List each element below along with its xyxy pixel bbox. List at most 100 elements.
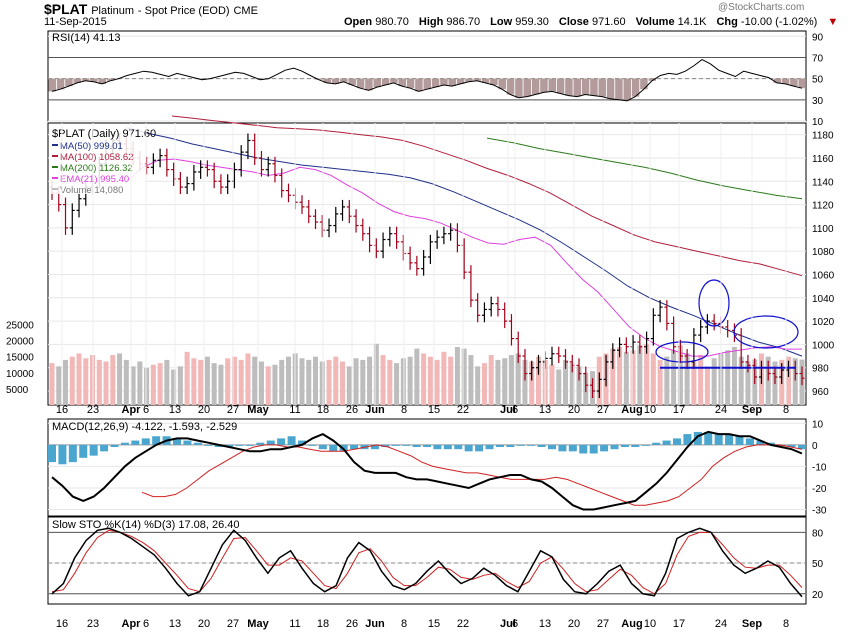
volume-bar (704, 366, 710, 405)
macd-histogram-bar (391, 444, 400, 446)
rsi-oversold-fill (615, 78, 623, 100)
macd-title: MACD(12,26,9) -4.122, -1.593, -2.529 (52, 421, 237, 433)
volume-bar (326, 359, 332, 405)
volume-bar (177, 366, 183, 405)
volume-bar (610, 348, 616, 405)
x-tick-label: 10 (644, 618, 656, 630)
x-tick-label: 27 (597, 618, 609, 630)
volume-bar (373, 343, 379, 405)
volume-bar (461, 348, 467, 405)
price-tick-label: 1120 (812, 201, 834, 212)
volume-label: Volume (635, 16, 675, 28)
close-value: 971.60 (591, 16, 626, 28)
rsi-frame (47, 30, 807, 122)
macd-histogram-bar (120, 442, 129, 445)
rsi-oversold-fill (48, 78, 56, 92)
macd-histogram-bar (454, 444, 463, 450)
macd-tick-label: 10 (812, 419, 824, 430)
x-tick-label: 16 (56, 404, 68, 416)
rsi-oversold-fill (73, 78, 81, 83)
macd-histogram-bar (693, 431, 702, 445)
volume-bar (76, 353, 82, 405)
volume-bar (211, 363, 217, 405)
macd-histogram-bar (766, 442, 775, 445)
volume-bar (56, 366, 62, 405)
volume-bar (63, 359, 69, 405)
rsi-tick-label: 70 (812, 53, 824, 64)
rsi-oversold-fill (481, 78, 490, 83)
annotation-ellipse (698, 279, 730, 327)
macd-histogram-bar (673, 438, 681, 445)
x-tick-label: Apr (122, 618, 142, 630)
rsi-oversold-fill (565, 78, 573, 96)
x-tick-label: 10 (644, 404, 656, 416)
macd-histogram-bar (548, 444, 556, 450)
macd-histogram-bar (68, 444, 77, 463)
volume-tick-label: 5000 (6, 385, 29, 396)
volume-bar (279, 359, 285, 405)
volume-bar (110, 355, 116, 405)
sto-title: Slow STO %K(14) %D(3) 17.08, 26.40 (52, 519, 240, 531)
x-tick-label: 15 (428, 618, 440, 630)
x-tick-label: 18 (317, 404, 329, 416)
volume-bar (299, 358, 305, 405)
macd-histogram-bar (787, 444, 796, 448)
macd-histogram-bar (485, 444, 494, 450)
rsi-oversold-fill (590, 78, 598, 96)
macd-histogram-bar (48, 444, 56, 463)
volume-bar (123, 359, 129, 405)
rsi-panel: 10 30 50 70 90 RSI(14) 41.13 (47, 30, 824, 128)
volume-bar (576, 366, 582, 405)
volume-bar (515, 353, 521, 405)
macd-tick-label: -20 (812, 484, 827, 495)
price-tick-label: 1180 (812, 131, 834, 142)
macd-histogram-bar (370, 444, 379, 450)
rsi-oversold-fill (581, 78, 590, 95)
volume-bar (360, 359, 366, 405)
macd-histogram-bar (245, 444, 254, 446)
volume-bar (522, 359, 528, 405)
price-tick-label: 1020 (812, 317, 835, 328)
macd-histogram-bar (527, 444, 536, 446)
volume-bar (508, 355, 514, 405)
volume-bar (258, 361, 264, 405)
macd-histogram-bar (662, 440, 671, 445)
volume-bar (394, 363, 400, 405)
macd-histogram-bar (620, 444, 629, 448)
macd-histogram-bar (568, 444, 577, 452)
volume-bar (441, 351, 447, 405)
macd-histogram-bar (183, 440, 192, 445)
x-tick-label: 11 (289, 618, 300, 630)
macd-tick-label: -30 (812, 506, 827, 517)
volume-bar (272, 364, 278, 405)
volume-bar (488, 355, 494, 405)
x-tick-label: 6 (512, 404, 518, 416)
macd-histogram-bar (173, 438, 181, 445)
legend-background (49, 126, 145, 194)
volume-bar (218, 364, 224, 405)
rsi-line (51, 59, 803, 102)
sto-tick-label: 20 (812, 590, 824, 601)
macd-histogram-bar (558, 444, 567, 452)
price-tick-label: 1000 (812, 340, 835, 351)
macd-histogram-bar (516, 444, 525, 446)
x-tick-label: 6 (143, 618, 149, 630)
macd-histogram-bar (610, 444, 619, 450)
rsi-oversold-fill (98, 78, 106, 84)
ma100-line (171, 115, 803, 277)
volume-bar (103, 361, 109, 405)
volume-bar (745, 361, 751, 405)
volume-bar (711, 358, 717, 405)
volume-bar (340, 361, 346, 405)
x-tick-label: Jul (500, 404, 516, 416)
x-tick-label: 17 (673, 618, 685, 630)
macd-histogram-bar (704, 431, 713, 445)
x-tick-label: Aug (621, 618, 642, 630)
x-tick-label: 26 (346, 404, 358, 416)
volume-bar (171, 369, 177, 405)
x-tick-label: 23 (87, 618, 99, 630)
low-value: 959.30 (515, 16, 549, 28)
macd-histogram-bar (443, 444, 452, 450)
macd-histogram-bar (495, 444, 504, 448)
volume-bar (549, 364, 555, 405)
